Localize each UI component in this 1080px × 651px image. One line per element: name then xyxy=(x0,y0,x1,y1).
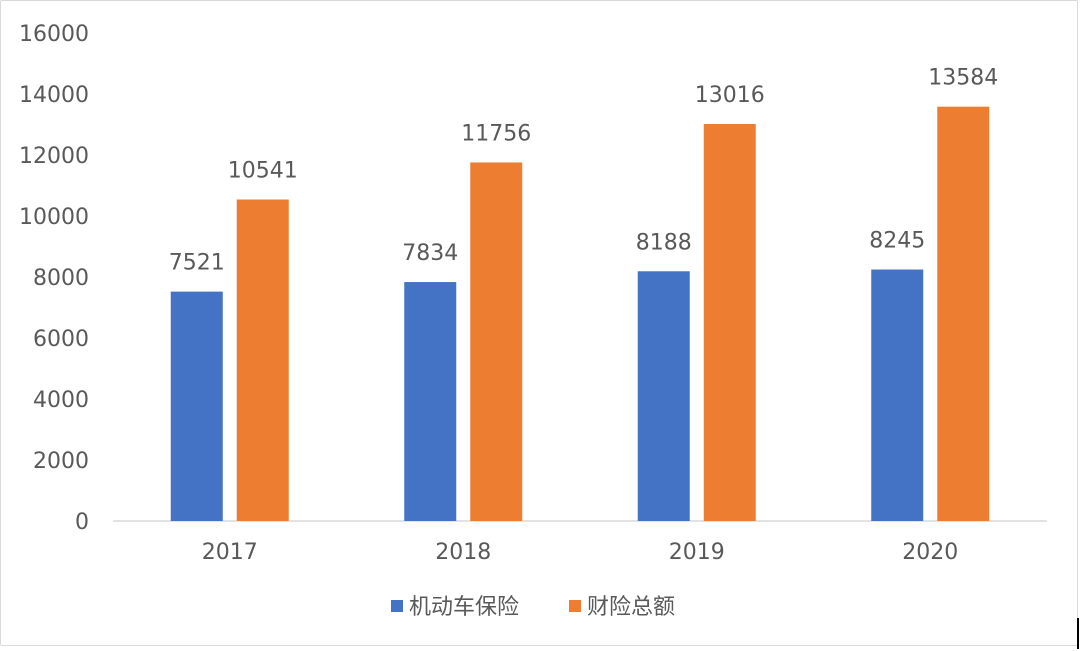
legend-label: 机动车保险 xyxy=(409,595,519,620)
x-tick-label: 2017 xyxy=(202,540,258,565)
data-label: 10541 xyxy=(228,158,298,183)
x-axis-ticks: 2017 2018 2019 2020 xyxy=(202,540,959,565)
y-tick-label: 6000 xyxy=(33,327,89,352)
edge-mark xyxy=(1077,618,1079,649)
bars xyxy=(170,106,990,522)
y-tick-label: 14000 xyxy=(19,83,89,108)
data-label: 11756 xyxy=(461,121,531,146)
data-label: 13016 xyxy=(695,83,765,108)
y-tick-label: 4000 xyxy=(33,388,89,413)
y-tick-label: 8000 xyxy=(33,266,89,291)
legend-label: 财险总额 xyxy=(587,595,675,620)
x-tick-label: 2019 xyxy=(669,540,725,565)
y-axis-ticks: 0 2000 4000 6000 8000 10000 12000 14000 16000 xyxy=(19,22,89,535)
y-tick-label: 0 xyxy=(75,510,89,535)
data-label: 7834 xyxy=(402,241,458,266)
bar-series1-2020 xyxy=(871,269,924,521)
bar-series2-2018 xyxy=(470,162,523,521)
bar-series2-2019 xyxy=(703,124,756,522)
data-label: 7521 xyxy=(169,251,225,276)
data-labels: 7521 10541 7834 11756 8188 13016 8245 13584 xyxy=(169,66,999,276)
bar-series1-2018 xyxy=(404,282,457,521)
legend-swatch xyxy=(391,600,403,612)
legend: 机动车保险 财险总额 xyxy=(391,595,675,620)
legend-swatch xyxy=(569,600,581,612)
y-tick-label: 10000 xyxy=(19,205,89,230)
y-tick-label: 2000 xyxy=(33,449,89,474)
data-label: 8188 xyxy=(636,230,692,255)
bar-series1-2019 xyxy=(637,271,690,521)
x-tick-label: 2018 xyxy=(435,540,491,565)
y-tick-label: 16000 xyxy=(19,22,89,47)
data-label: 8245 xyxy=(869,229,925,254)
data-label: 13584 xyxy=(928,66,998,91)
bar-series1-2017 xyxy=(170,291,223,521)
y-tick-label: 12000 xyxy=(19,144,89,169)
x-tick-label: 2020 xyxy=(902,540,958,565)
bar-series2-2020 xyxy=(937,106,990,522)
bar-series2-2017 xyxy=(236,199,289,521)
